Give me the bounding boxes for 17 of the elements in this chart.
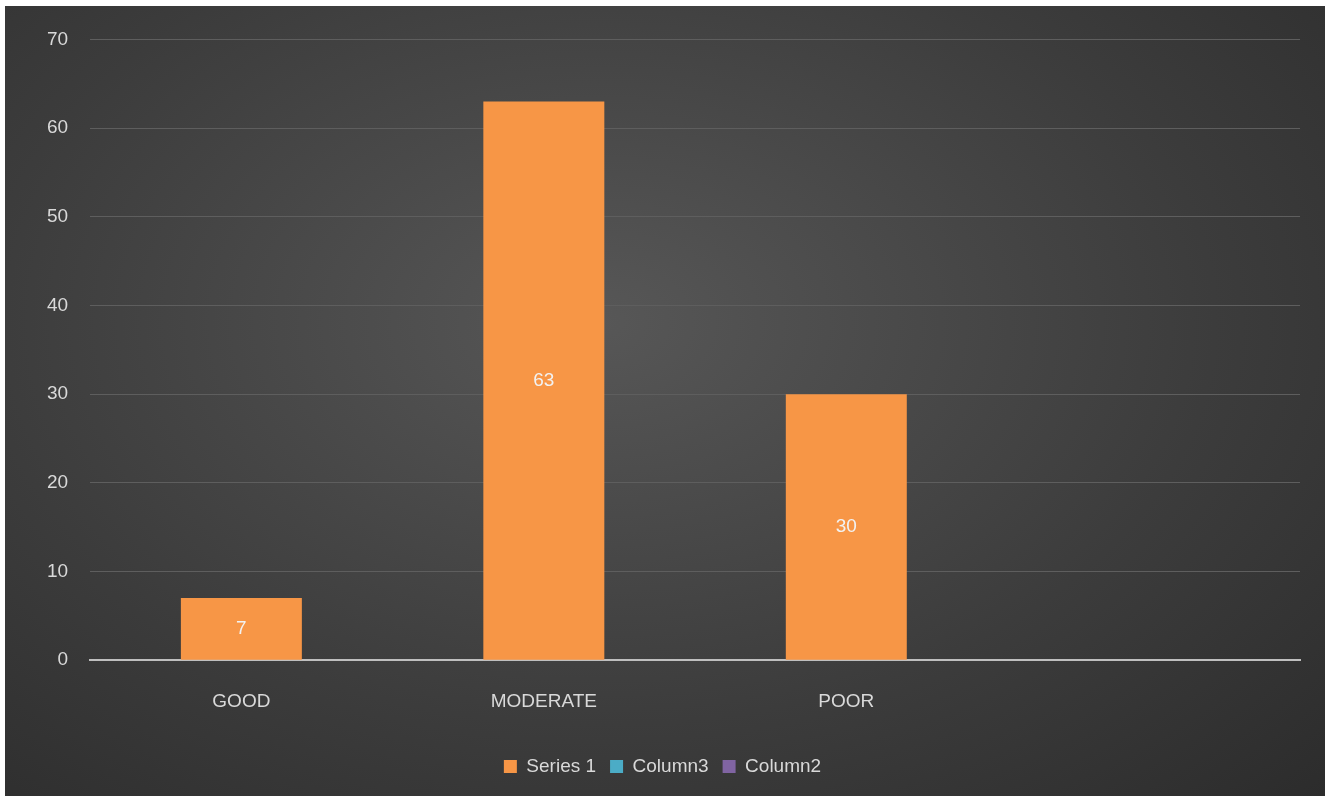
x-tick-label: GOOD bbox=[212, 689, 271, 711]
y-tick-label: 0 bbox=[57, 648, 69, 670]
legend-label: Column3 bbox=[632, 754, 709, 776]
legend-label: Column2 bbox=[745, 754, 822, 776]
y-tick-label: 50 bbox=[46, 205, 69, 227]
data-label: 30 bbox=[835, 515, 857, 537]
y-tick-label: 70 bbox=[46, 27, 69, 49]
y-tick-label: 60 bbox=[46, 116, 69, 138]
y-tick-label: 30 bbox=[46, 382, 69, 404]
y-tick-label: 40 bbox=[46, 293, 69, 315]
legend-label: Series 1 bbox=[526, 754, 597, 776]
x-tick-label: POOR bbox=[818, 689, 875, 711]
y-tick-label: 10 bbox=[46, 559, 69, 581]
y-tick-label: 20 bbox=[46, 471, 69, 493]
data-label: 63 bbox=[533, 368, 555, 390]
data-label: 7 bbox=[236, 617, 247, 639]
x-tick-label: MODERATE bbox=[490, 689, 597, 711]
